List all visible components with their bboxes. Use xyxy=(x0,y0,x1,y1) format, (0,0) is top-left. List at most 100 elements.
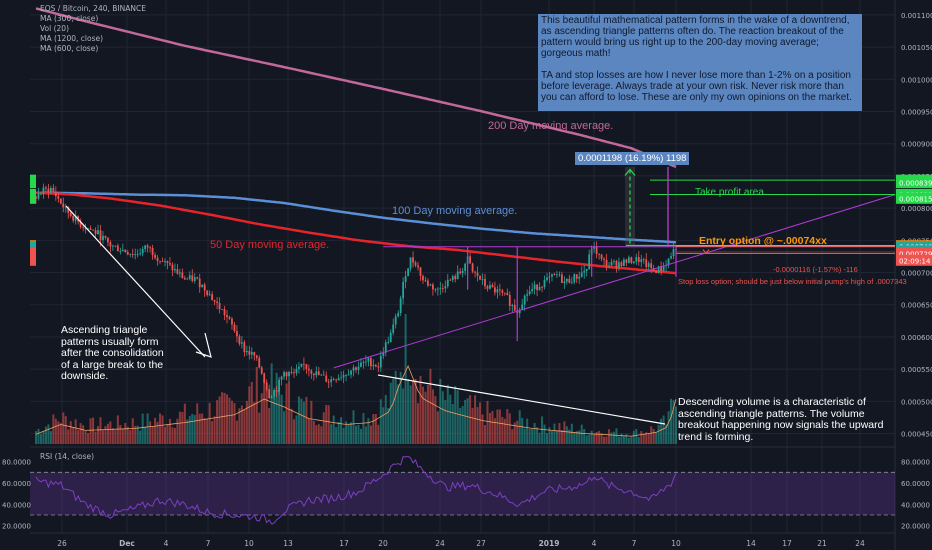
loss-measure-label[interactable]: -0.0000116 (-1.57%) -116 xyxy=(773,265,858,274)
candle-body xyxy=(503,292,506,294)
indicator-ma300[interactable]: MA (300, close) xyxy=(40,14,99,23)
volume-bar xyxy=(99,417,102,444)
candle-body xyxy=(496,289,499,293)
volume-bar xyxy=(111,428,114,444)
candle-body xyxy=(59,198,62,204)
candle-body xyxy=(374,364,377,367)
candle-body xyxy=(208,294,211,296)
candle-body xyxy=(263,373,266,383)
volume-bar xyxy=(508,413,511,444)
time-tick-label: 17 xyxy=(339,539,349,548)
entry-option-label[interactable]: Entry option @ ~.00074xx xyxy=(699,235,827,247)
ma50-annotation[interactable]: 50 Day moving average. xyxy=(210,239,330,251)
candle-body xyxy=(355,367,357,370)
volume-bar xyxy=(47,424,50,444)
volume-bar xyxy=(394,370,397,444)
volume-bar xyxy=(471,407,474,444)
candle-body xyxy=(568,278,571,283)
candle-body xyxy=(149,247,152,249)
candle-body xyxy=(528,291,531,295)
candle-body xyxy=(260,367,263,374)
volume-bar xyxy=(441,391,444,444)
candle-body xyxy=(223,309,226,316)
candle-body xyxy=(486,286,489,289)
take-profit-label[interactable]: Take profit area. xyxy=(695,187,767,198)
volume-bar xyxy=(238,408,241,444)
indicator-ma1200[interactable]: MA (1200, close) xyxy=(40,34,104,43)
time-tick-label: 24 xyxy=(855,539,865,548)
candle-body xyxy=(647,263,650,267)
candle-body xyxy=(47,188,50,193)
volume-bar xyxy=(536,427,539,444)
candle-body xyxy=(278,379,281,392)
volume-note[interactable]: Descending volume is a characteristic of… xyxy=(678,396,884,443)
analysis-note-box[interactable]: This beautiful mathematical pattern form… xyxy=(538,14,862,125)
candle-body xyxy=(526,294,529,296)
volume-bar xyxy=(151,426,154,444)
volume-bar xyxy=(640,431,643,444)
candle-body xyxy=(320,374,323,376)
candle-body xyxy=(464,263,467,271)
candle-body xyxy=(325,375,328,382)
volume-bar xyxy=(121,428,124,444)
volume-bar xyxy=(402,388,405,444)
candle-body xyxy=(585,268,588,271)
volume-bar xyxy=(625,434,628,444)
measure-label[interactable]: 0.0001198 (16.19%) 1198 xyxy=(575,152,690,165)
symbol-title[interactable]: EOS / Bitcoin, 240, BINANCE xyxy=(40,4,146,13)
volume-bar xyxy=(44,426,47,444)
candle-body xyxy=(181,272,184,279)
ascending-triangle-note[interactable]: Ascending triangle patterns usually form… xyxy=(61,324,164,382)
indicator-volume[interactable]: Vol (20) xyxy=(40,24,70,33)
rsi-title[interactable]: RSI (14, close) xyxy=(40,452,95,461)
candle-body xyxy=(580,272,583,277)
candle-body xyxy=(565,278,568,282)
volume-bar xyxy=(223,392,226,444)
indicator-ma600[interactable]: MA (600, close) xyxy=(40,44,99,53)
candle-body xyxy=(136,254,139,255)
volume-bar xyxy=(610,432,613,444)
volume-bar xyxy=(243,409,246,444)
volume-bar xyxy=(74,419,77,444)
candle-body xyxy=(176,269,179,274)
price-tick-label: 0.0010000 xyxy=(901,76,932,84)
candle-body xyxy=(357,366,360,370)
volume-bar xyxy=(317,424,320,444)
stop-loss-label[interactable]: Stop loss option; should be just below i… xyxy=(678,277,907,286)
volume-bar xyxy=(531,428,534,444)
volume-bar xyxy=(446,384,449,444)
candle-body xyxy=(521,304,524,310)
volume-bar xyxy=(451,403,454,444)
time-tick-label: 17 xyxy=(782,539,792,548)
candle-body xyxy=(245,350,248,353)
volume-bar xyxy=(605,436,608,444)
price-tick-label: 0.0006000 xyxy=(901,334,932,342)
volume-bar xyxy=(258,412,261,444)
volume-bar xyxy=(173,427,176,444)
candle-body xyxy=(109,242,112,247)
volume-bar xyxy=(149,421,152,444)
candle-body xyxy=(161,261,164,262)
candle-body xyxy=(476,272,479,276)
candle-body xyxy=(556,274,558,276)
volume-bar xyxy=(141,413,144,444)
ma200-annotation[interactable]: 200 Day moving average. xyxy=(488,120,614,132)
volume-bar xyxy=(359,428,362,444)
candle-body xyxy=(546,277,548,281)
candle-body xyxy=(69,212,72,216)
candle-body xyxy=(600,254,603,259)
ma100-line xyxy=(36,191,677,244)
volume-bar xyxy=(421,386,424,444)
volume-bar xyxy=(186,419,189,444)
ma100-annotation[interactable]: 100 Day moving average. xyxy=(392,205,518,217)
volume-bar xyxy=(483,425,486,444)
volume-bar xyxy=(516,420,519,444)
candle-body xyxy=(258,357,261,368)
candle-body xyxy=(377,366,380,368)
volume-bar xyxy=(218,396,221,444)
candle-body xyxy=(295,368,298,374)
volume-bar xyxy=(550,430,553,444)
volume-bar xyxy=(94,431,97,444)
candle-body xyxy=(171,264,174,271)
volume-bar xyxy=(575,431,578,444)
